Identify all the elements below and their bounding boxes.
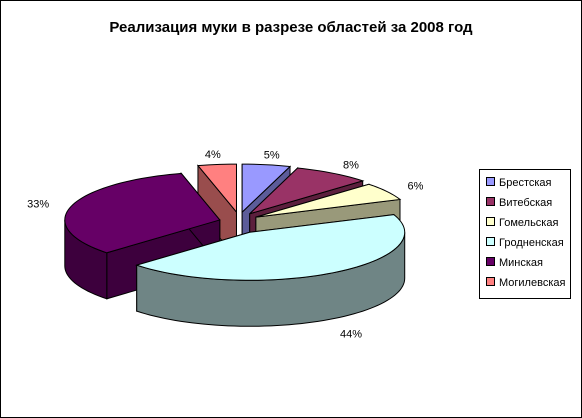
- legend-label: Брестская: [499, 177, 552, 189]
- legend-swatch: [486, 217, 495, 226]
- legend-label: Гродненская: [499, 237, 564, 249]
- chart-title: Реализация муки в разрезе областей за 20…: [109, 19, 473, 36]
- legend-swatch: [486, 177, 495, 186]
- legend-label: Витебская: [499, 197, 553, 209]
- pie-slice-1: [241, 163, 292, 214]
- pie-tops: [64, 163, 406, 281]
- legend-swatch: [486, 197, 495, 206]
- legend-swatch: [486, 257, 495, 266]
- legend-item: Витебская: [486, 196, 552, 210]
- pie-slice-3: [255, 183, 402, 218]
- data-label: 4%: [205, 149, 221, 161]
- legend-label: Гомельская: [499, 217, 559, 229]
- data-label: 44%: [340, 329, 362, 341]
- legend-item: Минская: [486, 256, 543, 270]
- pie-slice-5: [64, 172, 221, 254]
- legend-label: Могилевская: [499, 277, 566, 289]
- legend: Брестская Витебская Гомельская Гродненская М…: [479, 169, 571, 299]
- legend-swatch: [486, 277, 495, 286]
- legend-label: Минская: [499, 257, 544, 269]
- legend-item: Гомельская: [486, 216, 558, 230]
- pie-slice-2: [249, 167, 365, 215]
- data-label: 8%: [343, 159, 359, 171]
- legend-swatch: [486, 237, 495, 246]
- pie-slice-4: [135, 214, 406, 281]
- pie-slice-6: [196, 163, 237, 214]
- legend-item: Гродненская: [486, 236, 564, 250]
- data-label: 6%: [408, 181, 424, 193]
- data-label: 33%: [27, 199, 49, 211]
- legend-item: Брестская: [486, 176, 552, 190]
- legend-item: Могилевская: [486, 276, 565, 290]
- data-label: 5%: [264, 149, 280, 161]
